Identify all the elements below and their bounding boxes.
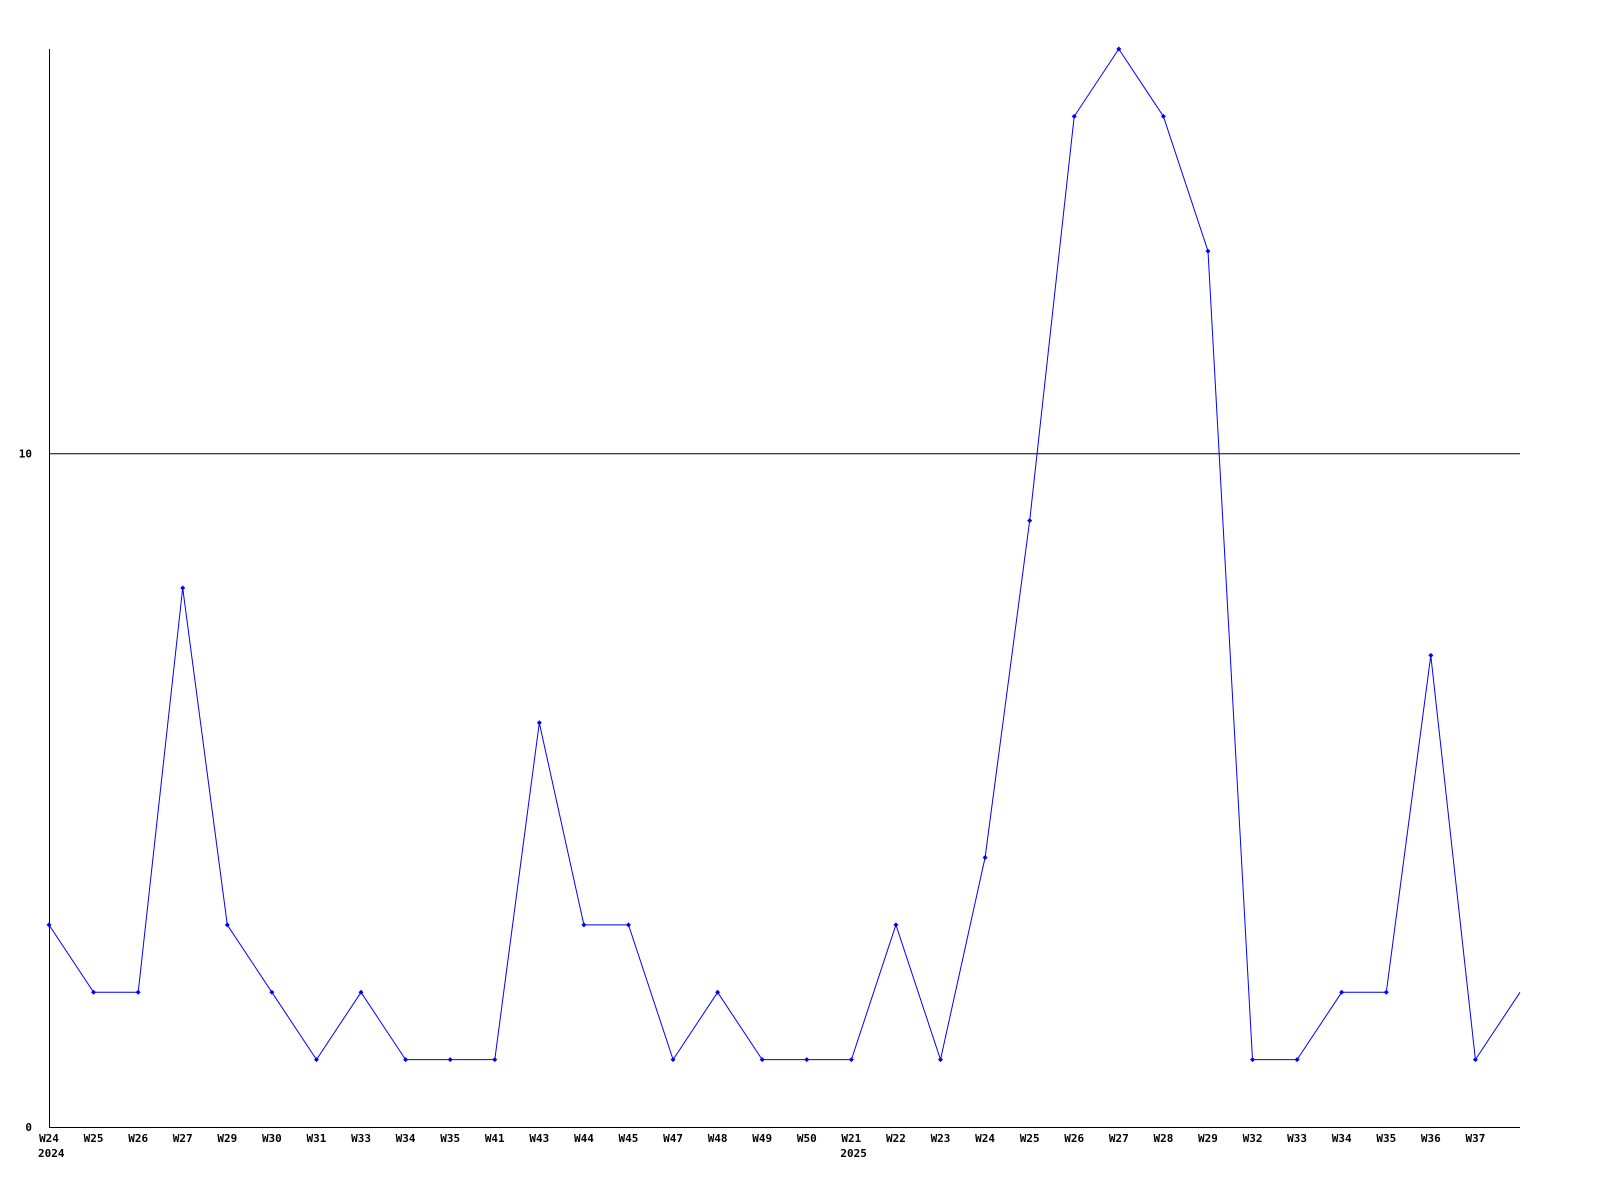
data-point (313, 1057, 319, 1063)
x-tick-label: W36 (1421, 1132, 1441, 1145)
x-tick-label: W41 (485, 1132, 505, 1145)
data-point (447, 1057, 453, 1063)
data-point (982, 855, 988, 860)
data-point (1472, 1057, 1478, 1063)
data-point (135, 989, 141, 995)
data-point (1383, 989, 1389, 995)
data-point (759, 1057, 765, 1063)
x-tick-label: W47 (663, 1132, 683, 1145)
series (46, 46, 1521, 1063)
x-tick-label: W22 (886, 1132, 906, 1145)
x-tick-label: W44 (574, 1132, 594, 1145)
series-line (48, 48, 1521, 1062)
data-point (1250, 1057, 1256, 1063)
x-tick-label: W24 (975, 1132, 995, 1145)
x-tick-label: W34 (1332, 1132, 1352, 1145)
x-tick-label: W45 (619, 1132, 639, 1145)
x-tick-label: W29 (1198, 1132, 1218, 1145)
data-point (46, 922, 52, 928)
x-tick-label: W30 (262, 1132, 282, 1145)
x-tick-label: W31 (307, 1132, 327, 1145)
x-tick-label: W27 (1109, 1132, 1129, 1145)
data-point (848, 1057, 854, 1063)
x-tick-label: W25 (84, 1132, 104, 1145)
data-point (1027, 518, 1033, 524)
data-point (581, 922, 587, 928)
x-tick-label: W32 (1243, 1132, 1263, 1145)
data-point (1116, 46, 1122, 52)
data-point (1339, 989, 1345, 995)
data-point (1428, 652, 1434, 658)
data-point (180, 585, 186, 591)
data-point (893, 922, 899, 928)
year-label: 2025 (840, 1147, 867, 1160)
x-tick-label: W29 (217, 1132, 237, 1145)
x-tick-label: W24 (39, 1132, 59, 1145)
data-point (492, 1057, 498, 1063)
data-point (715, 989, 721, 995)
y-tick-labels: 0 10 (19, 447, 32, 1134)
x-tick-label: W49 (752, 1132, 772, 1145)
data-point (536, 720, 542, 726)
data-point (804, 1057, 810, 1063)
x-tick-label: W26 (1064, 1132, 1084, 1145)
x-tick-label: W43 (529, 1132, 549, 1145)
x-tick-label: W28 (1153, 1132, 1173, 1145)
year-label: 2024 (38, 1147, 65, 1160)
data-point (1294, 1057, 1300, 1063)
data-point (670, 1057, 676, 1063)
data-point (938, 1057, 944, 1063)
x-tick-label: W34 (396, 1132, 416, 1145)
data-point (1160, 113, 1166, 119)
data-point (91, 989, 97, 995)
x-tick-label: W33 (351, 1132, 371, 1145)
x-tick-label: W35 (1376, 1132, 1396, 1145)
x-tick-label: W25 (1020, 1132, 1040, 1145)
data-point (269, 989, 275, 995)
x-tick-label: W50 (797, 1132, 817, 1145)
data-point (625, 922, 631, 928)
x-tick-label: W35 (440, 1132, 460, 1145)
data-point (1071, 113, 1077, 119)
x-tick-label: W27 (173, 1132, 193, 1145)
y-tick-label: 10 (19, 447, 32, 460)
data-point (358, 989, 364, 995)
x-tick-labels: W24 W25 W26 W27 W29 W30 W31 W33 W34 W35 W41 W43 W44 W… (38, 1132, 1485, 1160)
x-tick-label: W37 (1465, 1132, 1485, 1145)
x-tick-label: W23 (931, 1132, 951, 1145)
data-point (224, 922, 230, 928)
x-tick-label: W26 (128, 1132, 148, 1145)
data-point (403, 1057, 409, 1063)
y-tick-label: 0 (25, 1121, 32, 1134)
x-tick-label: W21 (841, 1132, 861, 1145)
x-tick-label: W48 (708, 1132, 728, 1145)
data-point (1205, 248, 1211, 254)
x-tick-label: W33 (1287, 1132, 1307, 1145)
